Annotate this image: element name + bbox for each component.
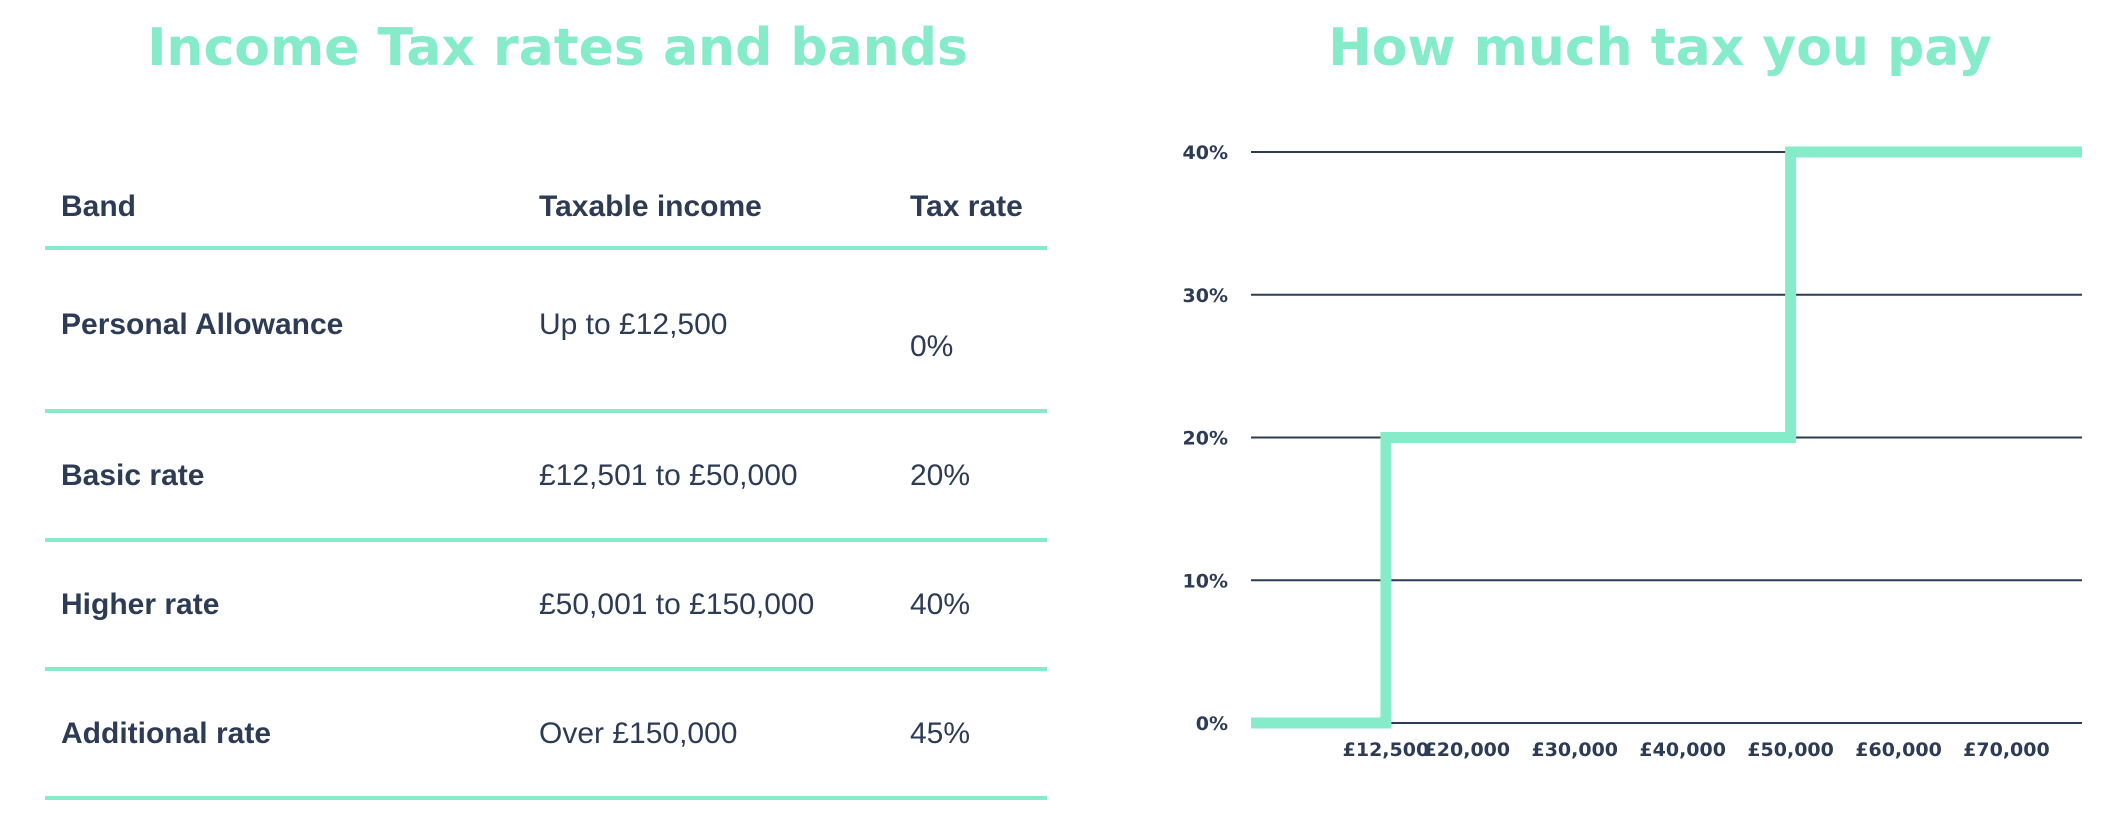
band-cell: Basic rate	[45, 411, 523, 542]
tax-rate-cell: 20%	[894, 411, 1047, 542]
chart-title: How much tax you pay	[1328, 18, 1992, 78]
band-cell: Higher rate	[45, 540, 523, 671]
series-layer	[1251, 146, 2082, 729]
table-row: Personal Allowance Up to £12,500 0%	[45, 248, 1047, 413]
x-tick-label: £12,500	[1343, 739, 1430, 761]
tax-rate-cell: 0%	[894, 248, 1047, 413]
x-tick-label: £70,000	[1963, 739, 2050, 761]
table-header-row: Band Taxable income Tax rate	[45, 183, 1047, 250]
x-tick-label: £30,000	[1531, 739, 1618, 761]
y-tick-label: 40%	[1183, 142, 1228, 164]
x-tick-label: £50,000	[1747, 739, 1834, 761]
band-cell: Personal Allowance	[45, 248, 523, 413]
column-header-tax-rate: Tax rate	[894, 183, 1047, 250]
y-tick-label: 30%	[1183, 285, 1228, 307]
taxable-income-cell: £12,501 to £50,000	[523, 411, 894, 542]
table-row: Additional rate Over £150,000 45%	[45, 669, 1047, 800]
x-tick-label: £20,000	[1424, 739, 1511, 761]
y-axis-ticks: 0% 10% 20% 30% 40%	[1183, 142, 1228, 735]
tax-rate-cell: 40%	[894, 540, 1047, 671]
x-tick-label: £40,000	[1639, 739, 1726, 761]
tax-rate-cell: 45%	[894, 669, 1047, 800]
table-row: Higher rate £50,001 to £150,000 40%	[45, 540, 1047, 671]
y-tick-label: 10%	[1183, 570, 1228, 592]
column-header-taxable-income: Taxable income	[523, 183, 894, 250]
column-header-band: Band	[45, 183, 523, 250]
tax-rates-table: Band Taxable income Tax rate Personal Al…	[45, 183, 1047, 800]
tax-rate-step-line	[1251, 146, 2082, 729]
taxable-income-cell: Up to £12,500	[523, 248, 894, 413]
table-row: Basic rate £12,501 to £50,000 20%	[45, 411, 1047, 542]
table-title: Income Tax rates and bands	[147, 18, 968, 78]
taxable-income-cell: £50,001 to £150,000	[523, 540, 894, 671]
taxable-income-cell: Over £150,000	[523, 669, 894, 800]
x-tick-label: £60,000	[1855, 739, 1942, 761]
y-tick-label: 0%	[1196, 713, 1228, 735]
band-cell: Additional rate	[45, 669, 523, 800]
y-tick-label: 20%	[1183, 428, 1228, 450]
x-axis-ticks: £12,500£20,000 £30,000 £40,000 £50,000 £60,0…	[1343, 739, 2050, 761]
